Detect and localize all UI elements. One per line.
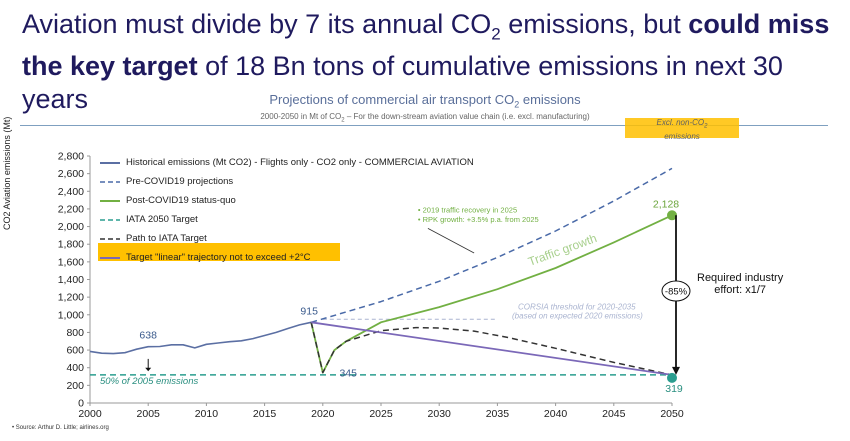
- x-tick-label: 2035: [486, 408, 510, 420]
- chart-title-tail: emissions: [519, 92, 581, 107]
- x-tick-label: 2020: [311, 408, 335, 420]
- legend-swatch-pre-covid: [100, 180, 120, 183]
- y-tick-label: 1,000: [58, 309, 84, 321]
- annotation-traffic-growth: Traffic growth: [526, 231, 598, 269]
- legend-label-post-covid: Post-COVID19 status-quo: [126, 195, 236, 206]
- x-tick-label: 2010: [195, 408, 219, 420]
- chart-title-text: Projections of commercial air transport …: [269, 92, 515, 107]
- arrow-2005-head: [145, 367, 152, 372]
- annotation-corsia-1: CORSIA threshold for 2020-2035: [518, 302, 636, 311]
- source-text: Source: Arthur D. Little; airlines.org: [15, 425, 109, 431]
- annotation-traffic-note-2: • RPK growth: +3.5% p.a. from 2025: [418, 215, 539, 224]
- effort-line-1: Required industry: [697, 272, 784, 284]
- legend-label-iata: IATA 2050 Target: [126, 214, 198, 225]
- annotation-traffic-note-1: • 2019 traffic recovery in 2025: [418, 205, 517, 214]
- x-tick-label: 2050: [660, 408, 684, 420]
- series-pre-covid: [310, 167, 673, 324]
- y-tick-label: 2,400: [58, 186, 84, 198]
- y-tick-label: 400: [66, 362, 84, 374]
- legend-item-pre-covid: Pre-COVID19 projections: [100, 172, 474, 191]
- label-2128: 2,128: [653, 198, 679, 210]
- y-tick-label: 1,200: [58, 292, 84, 304]
- y-tick-label: 1,800: [58, 239, 84, 251]
- legend-swatch-iata: [100, 218, 120, 221]
- chart-title: Projections of commercial air transport …: [0, 92, 850, 110]
- legend-item-iata: IATA 2050 Target: [100, 210, 474, 229]
- series-linear-target: [311, 321, 673, 376]
- x-tick-label: 2045: [602, 408, 626, 420]
- legend-item-linear: Target "linear" trajectory not to exceed…: [100, 248, 474, 267]
- effort-line-2: effort: x1/7: [714, 284, 766, 296]
- legend-label-path-iata: Path to IATA Target: [126, 233, 207, 244]
- x-tick-label: 2005: [137, 408, 161, 420]
- y-tick-label: 800: [66, 327, 84, 339]
- marker-2050-status-quo: [667, 210, 677, 221]
- legend-swatch-linear: [100, 256, 120, 259]
- headline-bold-2: the key target: [22, 51, 198, 82]
- y-tick-label: 2,600: [58, 168, 84, 180]
- annotation-corsia-2: (based on expected 2020 emissions): [512, 311, 643, 320]
- excl-line-1: Excl. non-CO: [656, 118, 705, 127]
- legend-label-linear: Target "linear" trajectory not to exceed…: [126, 252, 311, 263]
- legend-label-pre-covid: Pre-COVID19 projections: [126, 176, 234, 187]
- x-tick-label: 2030: [428, 408, 452, 420]
- title-divider: [20, 125, 828, 126]
- legend-swatch-historical: [100, 161, 120, 164]
- chart-subtitle: 2000-2050 in Mt of CO2 – For the down-st…: [0, 112, 850, 124]
- reduction-badge: [661, 280, 691, 302]
- linear-target-highlight: [98, 243, 340, 261]
- legend: Historical emissions (Mt CO2) - Flights …: [100, 153, 474, 267]
- chart-subtitle-b: – For the down-stream aviation value cha…: [344, 112, 590, 121]
- y-tick-label: 0: [78, 398, 84, 410]
- excl-non-co2-box: Excl. non-CO2 emissions: [625, 118, 739, 141]
- excl-line-2: emissions: [664, 131, 700, 141]
- label-915: 915: [300, 305, 318, 317]
- label-638: 638: [139, 330, 157, 342]
- headline-text-2: emissions, but: [500, 9, 689, 39]
- legend-swatch-path-iata: [100, 237, 120, 240]
- x-tick-label: 2025: [369, 408, 393, 420]
- required-effort-label: Required industry effort: x1/7: [697, 272, 783, 296]
- series-path-iata: [310, 322, 673, 376]
- chart-subtitle-a: 2000-2050 in Mt of CO: [260, 112, 342, 121]
- source-note: • Source: Arthur D. Little; airlines.org: [12, 425, 109, 431]
- legend-swatch-post-covid: [100, 199, 120, 202]
- headline-bold-1: could miss: [688, 9, 830, 39]
- y-tick-label: 1,400: [58, 274, 84, 286]
- x-tick-label: 2015: [253, 408, 277, 420]
- legend-item-path-iata: Path to IATA Target: [100, 229, 474, 248]
- chart-subtitle-sub: 2: [341, 117, 345, 124]
- y-tick-label: 2,200: [58, 203, 84, 215]
- legend-item-post-covid: Post-COVID19 status-quo: [100, 191, 474, 210]
- excl-sub: 2: [704, 123, 708, 130]
- headline-text-3: of 18 Bn tons of cumulative emissions in…: [22, 51, 783, 115]
- legend-label-historical: Historical emissions (Mt CO2) - Flights …: [126, 157, 474, 168]
- y-tick-label: 2,800: [58, 151, 84, 163]
- reduction-arrow-head: [672, 366, 680, 375]
- annotation-fifty-pct: 50% of 2005 emissions: [100, 376, 198, 387]
- label-345: 345: [339, 368, 357, 380]
- y-tick-label: 2,000: [58, 221, 84, 233]
- reduction-badge-label: -85%: [665, 287, 688, 298]
- y-tick-label: 600: [66, 345, 84, 357]
- series-historical: [89, 321, 312, 355]
- x-tick-label: 2040: [544, 408, 568, 420]
- headline: Aviation must divide by 7 its annual CO2…: [22, 8, 842, 116]
- x-tick-label: 2000: [78, 408, 102, 420]
- headline-sub: 2: [491, 24, 501, 44]
- legend-item-historical: Historical emissions (Mt CO2) - Flights …: [100, 153, 474, 172]
- label-319: 319: [665, 383, 683, 395]
- chart-title-sub: 2: [514, 99, 520, 110]
- y-tick-label: 1,600: [58, 256, 84, 268]
- traffic-note-pointer: [427, 227, 475, 254]
- headline-text-1: Aviation must divide by 7 its annual CO: [22, 9, 492, 39]
- marker-2050-target: [667, 372, 677, 383]
- y-tick-label: 200: [66, 380, 84, 392]
